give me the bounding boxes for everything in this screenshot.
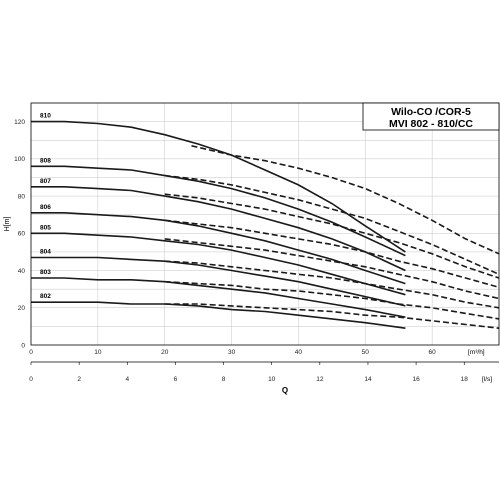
chart-title-line-2: MVI 802 - 810/CC: [389, 118, 473, 130]
curve-810: [31, 120, 406, 253]
x2-tick-label: 10: [268, 376, 276, 383]
x2-tick-label: 14: [364, 376, 372, 383]
curve-label-810: 810: [40, 113, 51, 120]
y-tick-label: 40: [18, 268, 26, 275]
x2-tick-label: 4: [125, 376, 129, 383]
curve-label-803: 803: [40, 269, 51, 276]
curve-label-804: 804: [40, 249, 51, 256]
curve-805-dashed: [164, 238, 500, 300]
tick-labels: 0 20 40 60 80 100 120 0 10 20 30 40 50 60 0 2 4 6 8 10 12 14 1…: [14, 119, 468, 383]
x2-tick-label: 8: [222, 376, 226, 383]
x2-tick-label: 18: [461, 376, 469, 383]
x2-tick-label: 12: [316, 376, 324, 383]
x-tick-label: 30: [228, 349, 236, 356]
x-tick-label: 40: [295, 349, 303, 356]
x2-tick-label: 16: [412, 376, 420, 383]
x-unit-top: [m³/h]: [468, 349, 485, 356]
curve-labels: 810 808 807 806 805 804 803 802: [40, 113, 51, 301]
x-tick-label: 10: [94, 349, 102, 356]
curve-804-dashed: [164, 260, 500, 309]
y-tick-label: 100: [14, 156, 25, 163]
title-box: [362, 102, 500, 131]
curve-806-dashed: [164, 219, 500, 289]
curve-808-dashed: [164, 174, 500, 276]
curve-807: [31, 186, 406, 272]
x2-tick-label: 0: [29, 376, 33, 383]
y-tick-label: 20: [18, 305, 26, 312]
y-tick-label: 60: [18, 231, 26, 238]
y-tick-label: 80: [18, 193, 26, 200]
curve-807-dashed: [164, 193, 500, 279]
x2-tick-label: 2: [77, 376, 81, 383]
curve-805: [31, 232, 406, 296]
curve-803-dashed: [164, 280, 500, 320]
curve-label-806: 806: [40, 204, 51, 211]
curve-808: [31, 165, 406, 257]
x-tick-label: 50: [362, 349, 370, 356]
x-tick-label: 20: [161, 349, 169, 356]
x-tick-label: 60: [429, 349, 437, 356]
chart-title-line-1: Wilo-CO /COR-5: [391, 106, 471, 118]
curve-label-808: 808: [40, 157, 51, 164]
curve-802-dashed: [164, 303, 500, 329]
curve-806: [31, 212, 406, 285]
curves: [31, 120, 500, 329]
curve-label-805: 805: [40, 224, 51, 231]
curve-802: [31, 301, 406, 329]
x-unit-bottom: [l/s]: [482, 376, 492, 383]
y-tick-label: 0: [21, 342, 25, 349]
y-axis-title: H[m]: [4, 217, 11, 232]
curve-810-dashed: [191, 145, 500, 255]
x2-tick-label: 6: [174, 376, 178, 383]
curve-label-807: 807: [40, 178, 51, 185]
plot-frame: [30, 102, 500, 346]
x-axis-title: Q: [282, 386, 288, 395]
y-tick-label: 120: [14, 119, 25, 126]
curve-803: [31, 277, 406, 318]
curve-label-802: 802: [40, 293, 51, 300]
x-tick-label: 0: [29, 349, 33, 356]
curve-804: [31, 256, 406, 307]
